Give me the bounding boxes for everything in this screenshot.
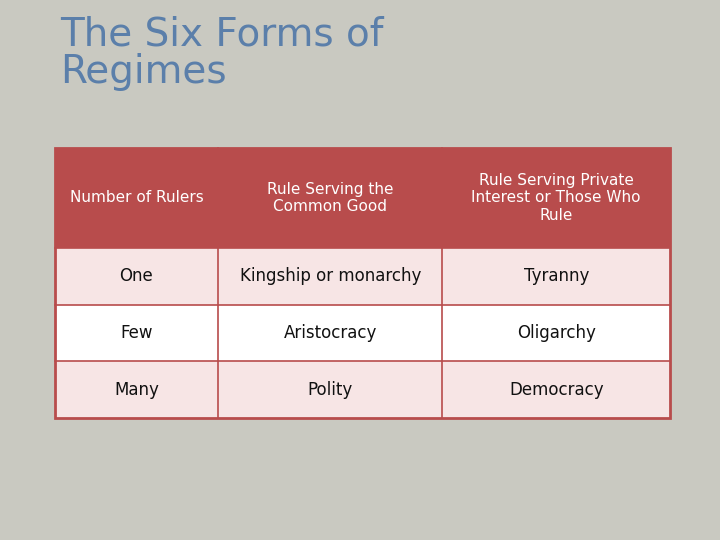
Text: Tyranny: Tyranny bbox=[523, 267, 589, 285]
Bar bbox=[218, 148, 443, 248]
Bar bbox=[55, 361, 218, 418]
Text: Many: Many bbox=[114, 381, 159, 399]
Bar bbox=[443, 305, 670, 361]
Text: Aristocracy: Aristocracy bbox=[284, 324, 377, 342]
Bar bbox=[55, 148, 218, 248]
Text: Rule Serving the
Common Good: Rule Serving the Common Good bbox=[267, 182, 393, 214]
Bar bbox=[55, 305, 218, 361]
Bar bbox=[218, 305, 443, 361]
Bar bbox=[55, 248, 218, 305]
Bar bbox=[443, 248, 670, 305]
Text: Rule Serving Private
Interest or Those Who
Rule: Rule Serving Private Interest or Those W… bbox=[472, 173, 641, 223]
Text: Number of Rulers: Number of Rulers bbox=[70, 191, 203, 206]
Text: Regimes: Regimes bbox=[60, 53, 227, 91]
Bar bbox=[443, 361, 670, 418]
Text: The Six Forms of: The Six Forms of bbox=[60, 15, 384, 53]
Bar bbox=[55, 148, 670, 418]
Text: Oligarchy: Oligarchy bbox=[517, 324, 595, 342]
Text: Few: Few bbox=[120, 324, 153, 342]
Text: Kingship or monarchy: Kingship or monarchy bbox=[240, 267, 421, 285]
Text: One: One bbox=[120, 267, 153, 285]
Bar bbox=[443, 148, 670, 248]
Bar bbox=[218, 248, 443, 305]
Text: Polity: Polity bbox=[307, 381, 353, 399]
Bar bbox=[218, 361, 443, 418]
Text: Democracy: Democracy bbox=[509, 381, 603, 399]
